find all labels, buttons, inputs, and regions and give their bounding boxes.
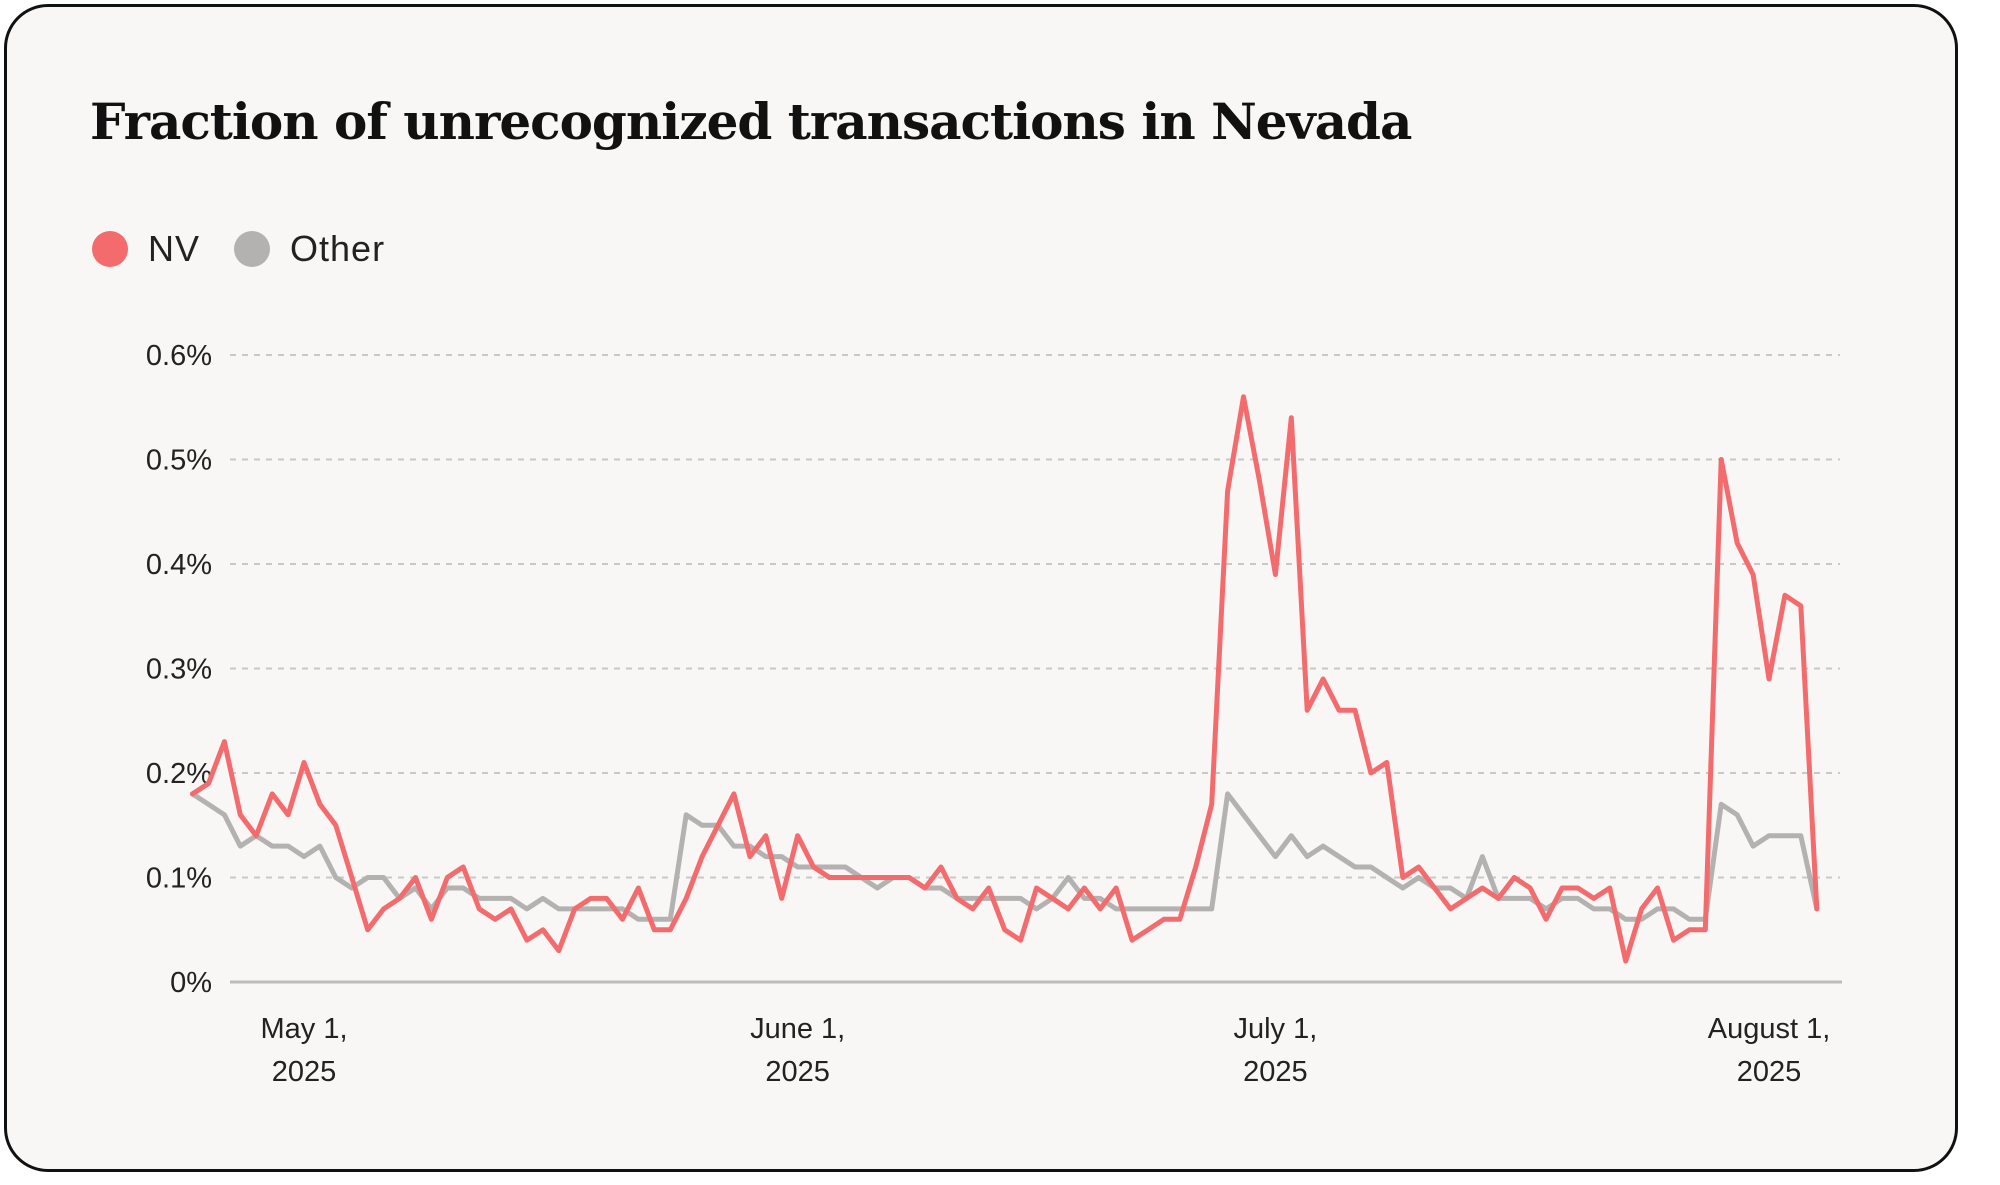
x-tick-label-year: 2025 (1243, 1056, 1308, 1088)
x-tick-label: May 1, (260, 1013, 347, 1045)
y-tick-label: 0.2% (146, 758, 212, 790)
y-tick-label: 0.1% (146, 863, 212, 895)
legend-item-other: Other (234, 228, 385, 270)
series-line-other (190, 791, 1820, 922)
legend-item-nv: NV (92, 228, 200, 270)
legend-swatch-nv (92, 231, 128, 267)
grid-lines (230, 354, 1840, 879)
chart-card (4, 4, 1958, 1172)
y-tick-label: 0.6% (146, 340, 212, 372)
y-tick-label: 0.3% (146, 654, 212, 686)
y-tick-label: 0% (170, 967, 212, 999)
legend-label-other: Other (290, 228, 386, 269)
y-tick-label: 0.4% (146, 549, 212, 581)
legend-swatch-other (234, 231, 271, 267)
chart-legend: NV Other (92, 228, 419, 270)
legend-label-nv: NV (148, 228, 201, 269)
x-tick-label: July 1, (1233, 1013, 1317, 1045)
x-tick-label-year: 2025 (1737, 1056, 1802, 1088)
chart-title: Fraction of unrecognized transactions in… (90, 92, 1412, 151)
x-tick-label: June 1, (750, 1013, 845, 1045)
y-tick-label: 0.5% (146, 445, 212, 477)
x-tick-label: August 1, (1708, 1013, 1831, 1045)
axes: 0% 0.1% 0.2% 0.3% 0.4% 0.5% 0.6% May 1, 2025 June… (146, 340, 1842, 1088)
x-tick-label-year: 2025 (272, 1056, 337, 1088)
x-tick-label-year: 2025 (765, 1056, 830, 1088)
series-line-nv (190, 394, 1820, 964)
data-series (190, 394, 1820, 964)
